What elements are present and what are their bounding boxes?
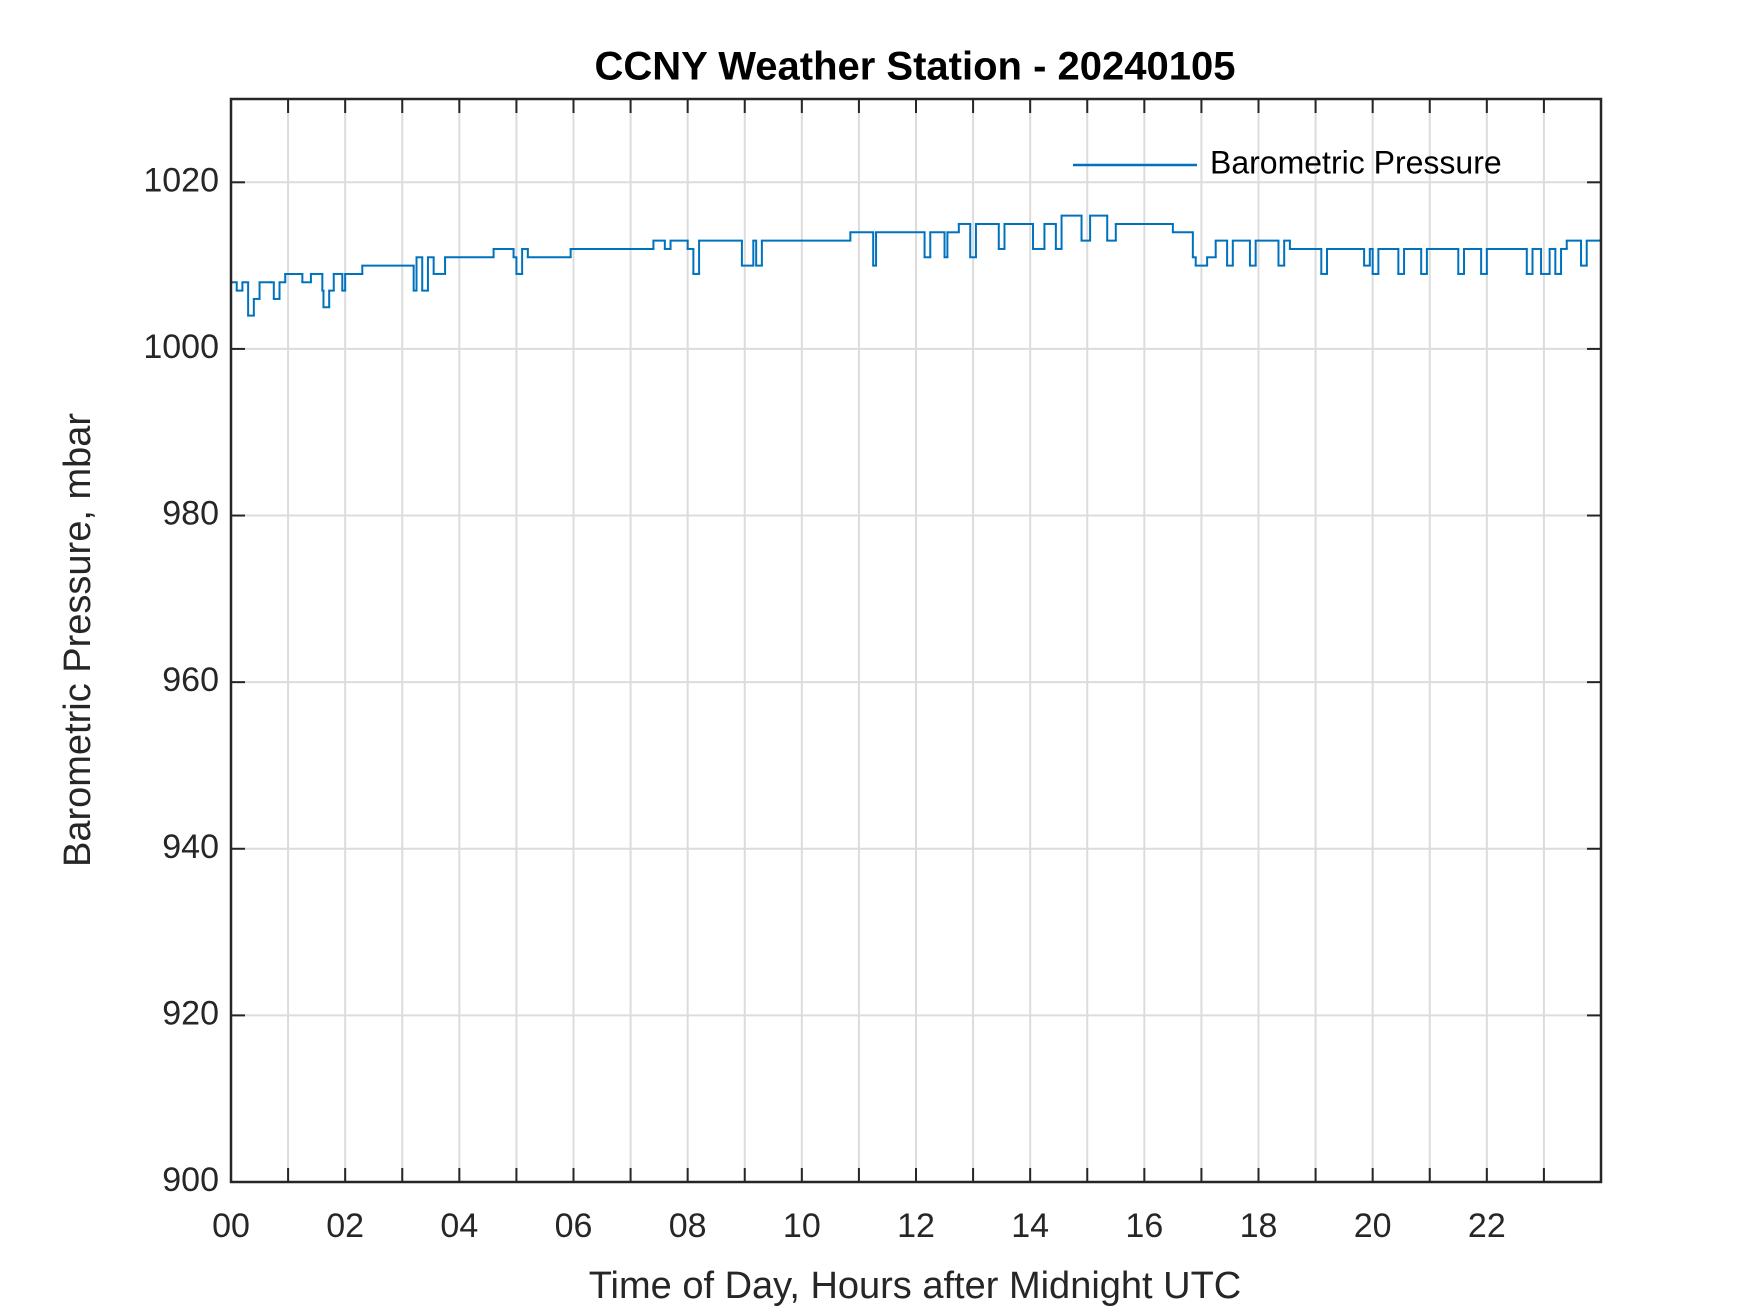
x-tick-label: 10 xyxy=(783,1207,821,1245)
plot-area xyxy=(230,214,1602,317)
grid: 900 920 940 960 980 1000 1020 00 02 04 06 08 10 12 14 1… xyxy=(143,99,1601,1245)
y-tick-label: 960 xyxy=(162,661,219,699)
x-tick-label: 16 xyxy=(1125,1207,1163,1245)
y-tick-label: 1020 xyxy=(143,161,219,199)
y-tick-label: 920 xyxy=(162,994,219,1032)
y-axis-label: Barometric Pressure, mbar xyxy=(57,413,99,867)
legend-label: Barometric Pressure xyxy=(1210,144,1502,180)
y-tick-label: 1000 xyxy=(143,328,219,366)
x-axis-label: Time of Day, Hours after Midnight UTC xyxy=(589,1265,1242,1307)
x-tick-label: 14 xyxy=(1011,1207,1049,1245)
y-tick-label: 940 xyxy=(162,828,219,866)
x-tick-label: 22 xyxy=(1468,1207,1506,1245)
y-tick-label: 980 xyxy=(162,495,219,533)
y-tick-label: 900 xyxy=(162,1161,219,1199)
x-tick-label: 00 xyxy=(212,1207,250,1245)
x-tick-label: 08 xyxy=(669,1207,707,1245)
legend: Barometric Pressure xyxy=(1073,144,1502,180)
x-tick-label: 12 xyxy=(897,1207,935,1245)
chart-title: CCNY Weather Station - 20240105 xyxy=(595,45,1236,89)
x-tick-label: 18 xyxy=(1240,1207,1278,1245)
x-tick-label: 20 xyxy=(1354,1207,1392,1245)
axes-frame xyxy=(229,97,1603,1184)
x-tick-label: 06 xyxy=(555,1207,593,1245)
x-tick-label: 02 xyxy=(326,1207,364,1245)
x-tick-label: 04 xyxy=(440,1207,478,1245)
